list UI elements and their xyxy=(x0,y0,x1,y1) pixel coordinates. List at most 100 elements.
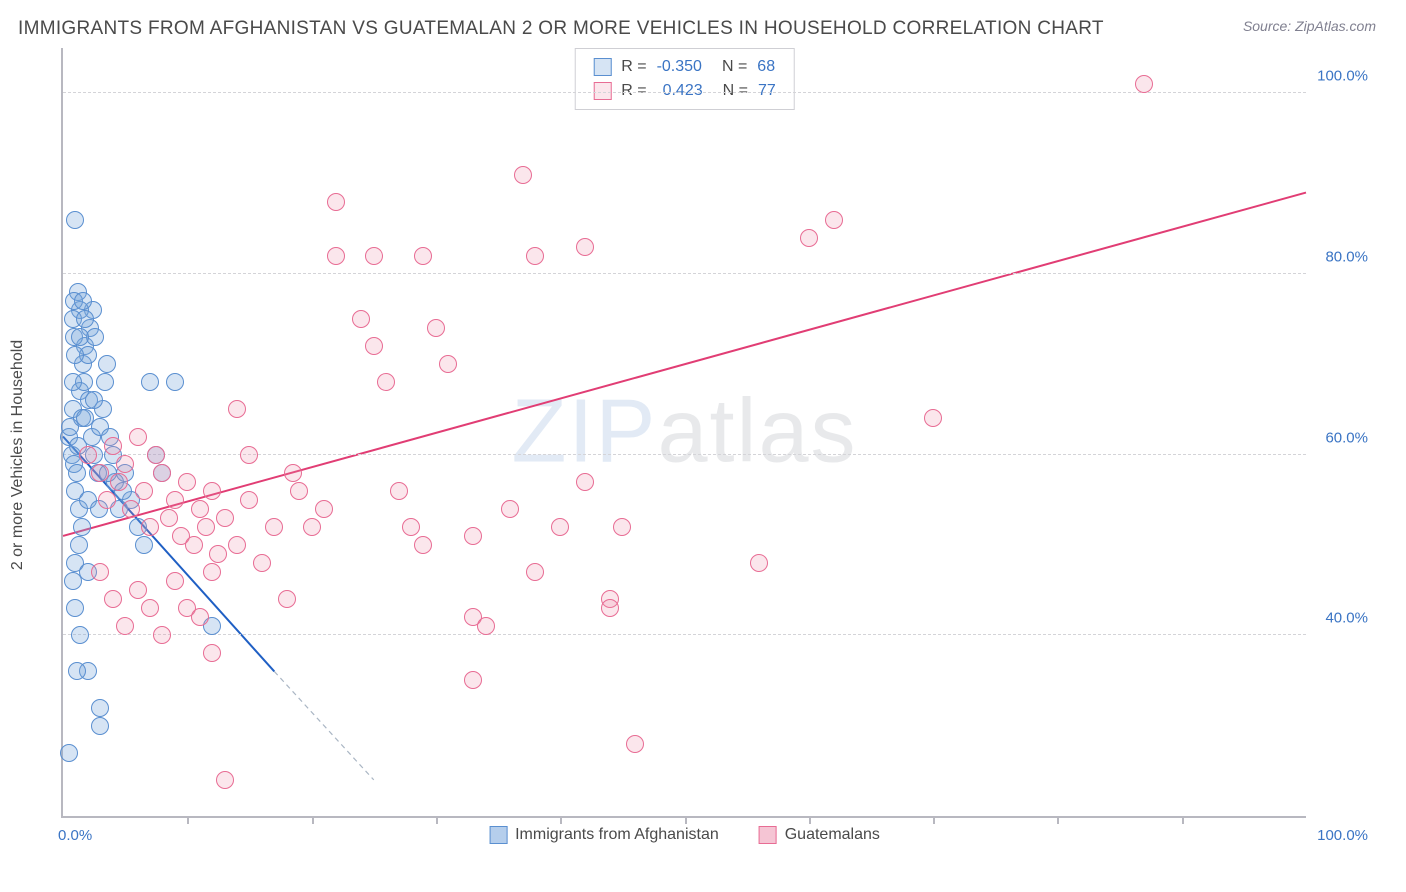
x-tick xyxy=(1182,816,1184,824)
swatch-icon xyxy=(759,826,777,844)
data-point xyxy=(191,608,209,626)
data-point xyxy=(91,464,109,482)
data-point xyxy=(303,518,321,536)
data-point xyxy=(240,446,258,464)
x-tick xyxy=(1057,816,1059,824)
data-point xyxy=(104,590,122,608)
data-point xyxy=(71,626,89,644)
data-point xyxy=(68,464,86,482)
data-point xyxy=(750,554,768,572)
data-point xyxy=(74,292,92,310)
legend-item-afghanistan: Immigrants from Afghanistan xyxy=(489,826,719,844)
data-point xyxy=(110,473,128,491)
source-attribution: Source: ZipAtlas.com xyxy=(1243,18,1376,34)
data-point xyxy=(414,247,432,265)
y-tick-label: 40.0% xyxy=(1325,610,1368,627)
chart: 2 or more Vehicles in Household ZIPatlas… xyxy=(18,48,1376,862)
data-point xyxy=(1135,75,1153,93)
data-point xyxy=(464,527,482,545)
data-point xyxy=(924,409,942,427)
legend-label: Guatemalans xyxy=(785,826,880,844)
x-axis-max-label: 100.0% xyxy=(1317,827,1368,844)
legend-bottom: Immigrants from Afghanistan Guatemalans xyxy=(489,826,880,844)
legend-row-guatemalan: R = 0.423 N = 77 xyxy=(593,79,776,103)
data-point xyxy=(626,735,644,753)
data-point xyxy=(402,518,420,536)
data-point xyxy=(116,617,134,635)
data-point xyxy=(191,500,209,518)
data-point xyxy=(439,355,457,373)
data-point xyxy=(327,193,345,211)
data-point xyxy=(66,211,84,229)
data-point xyxy=(327,247,345,265)
n-value: 68 xyxy=(757,55,775,79)
x-tick xyxy=(685,816,687,824)
data-point xyxy=(414,536,432,554)
swatch-icon xyxy=(593,58,611,76)
data-point xyxy=(576,473,594,491)
data-point xyxy=(153,626,171,644)
y-axis-title: 2 or more Vehicles in Household xyxy=(9,340,27,570)
data-point xyxy=(526,563,544,581)
data-point xyxy=(79,446,97,464)
data-point xyxy=(240,491,258,509)
data-point xyxy=(135,482,153,500)
data-point xyxy=(514,166,532,184)
data-point xyxy=(477,617,495,635)
data-point xyxy=(98,355,116,373)
data-point xyxy=(216,771,234,789)
swatch-icon xyxy=(593,82,611,100)
data-point xyxy=(85,391,103,409)
data-point xyxy=(265,518,283,536)
data-point xyxy=(576,238,594,256)
data-point xyxy=(166,373,184,391)
x-axis-min-label: 0.0% xyxy=(58,827,92,844)
grid-line xyxy=(63,92,1306,93)
data-point xyxy=(66,346,84,364)
x-tick xyxy=(933,816,935,824)
n-value: 77 xyxy=(758,79,776,103)
y-tick-label: 60.0% xyxy=(1325,429,1368,446)
data-point xyxy=(73,518,91,536)
legend-label: Immigrants from Afghanistan xyxy=(515,826,719,844)
data-point xyxy=(166,491,184,509)
data-point xyxy=(129,581,147,599)
data-point xyxy=(166,572,184,590)
data-point xyxy=(64,373,82,391)
legend-top: R = -0.350 N = 68 R = 0.423 N = 77 xyxy=(574,48,795,110)
data-point xyxy=(185,536,203,554)
swatch-icon xyxy=(489,826,507,844)
legend-item-guatemalan: Guatemalans xyxy=(759,826,880,844)
r-value: 0.423 xyxy=(663,79,703,103)
data-point xyxy=(228,400,246,418)
data-point xyxy=(365,337,383,355)
plot-area: ZIPatlas R = -0.350 N = 68 R = 0.423 N =… xyxy=(61,48,1306,818)
data-point xyxy=(160,509,178,527)
data-point xyxy=(135,536,153,554)
data-point xyxy=(551,518,569,536)
data-point xyxy=(203,644,221,662)
data-point xyxy=(96,373,114,391)
data-point xyxy=(315,500,333,518)
data-point xyxy=(68,662,86,680)
data-point xyxy=(129,428,147,446)
x-tick xyxy=(312,816,314,824)
y-tick-label: 100.0% xyxy=(1317,68,1368,85)
data-point xyxy=(464,671,482,689)
data-point xyxy=(178,473,196,491)
data-point xyxy=(203,563,221,581)
grid-line xyxy=(63,634,1306,635)
chart-title: IMMIGRANTS FROM AFGHANISTAN VS GUATEMALA… xyxy=(18,18,1104,40)
y-tick-label: 80.0% xyxy=(1325,248,1368,265)
data-point xyxy=(197,518,215,536)
data-point xyxy=(91,563,109,581)
x-tick xyxy=(436,816,438,824)
data-point xyxy=(352,310,370,328)
data-point xyxy=(228,536,246,554)
data-point xyxy=(122,500,140,518)
data-point xyxy=(98,491,116,509)
regression-layer xyxy=(63,48,1306,816)
x-tick xyxy=(560,816,562,824)
data-point xyxy=(209,545,227,563)
data-point xyxy=(377,373,395,391)
